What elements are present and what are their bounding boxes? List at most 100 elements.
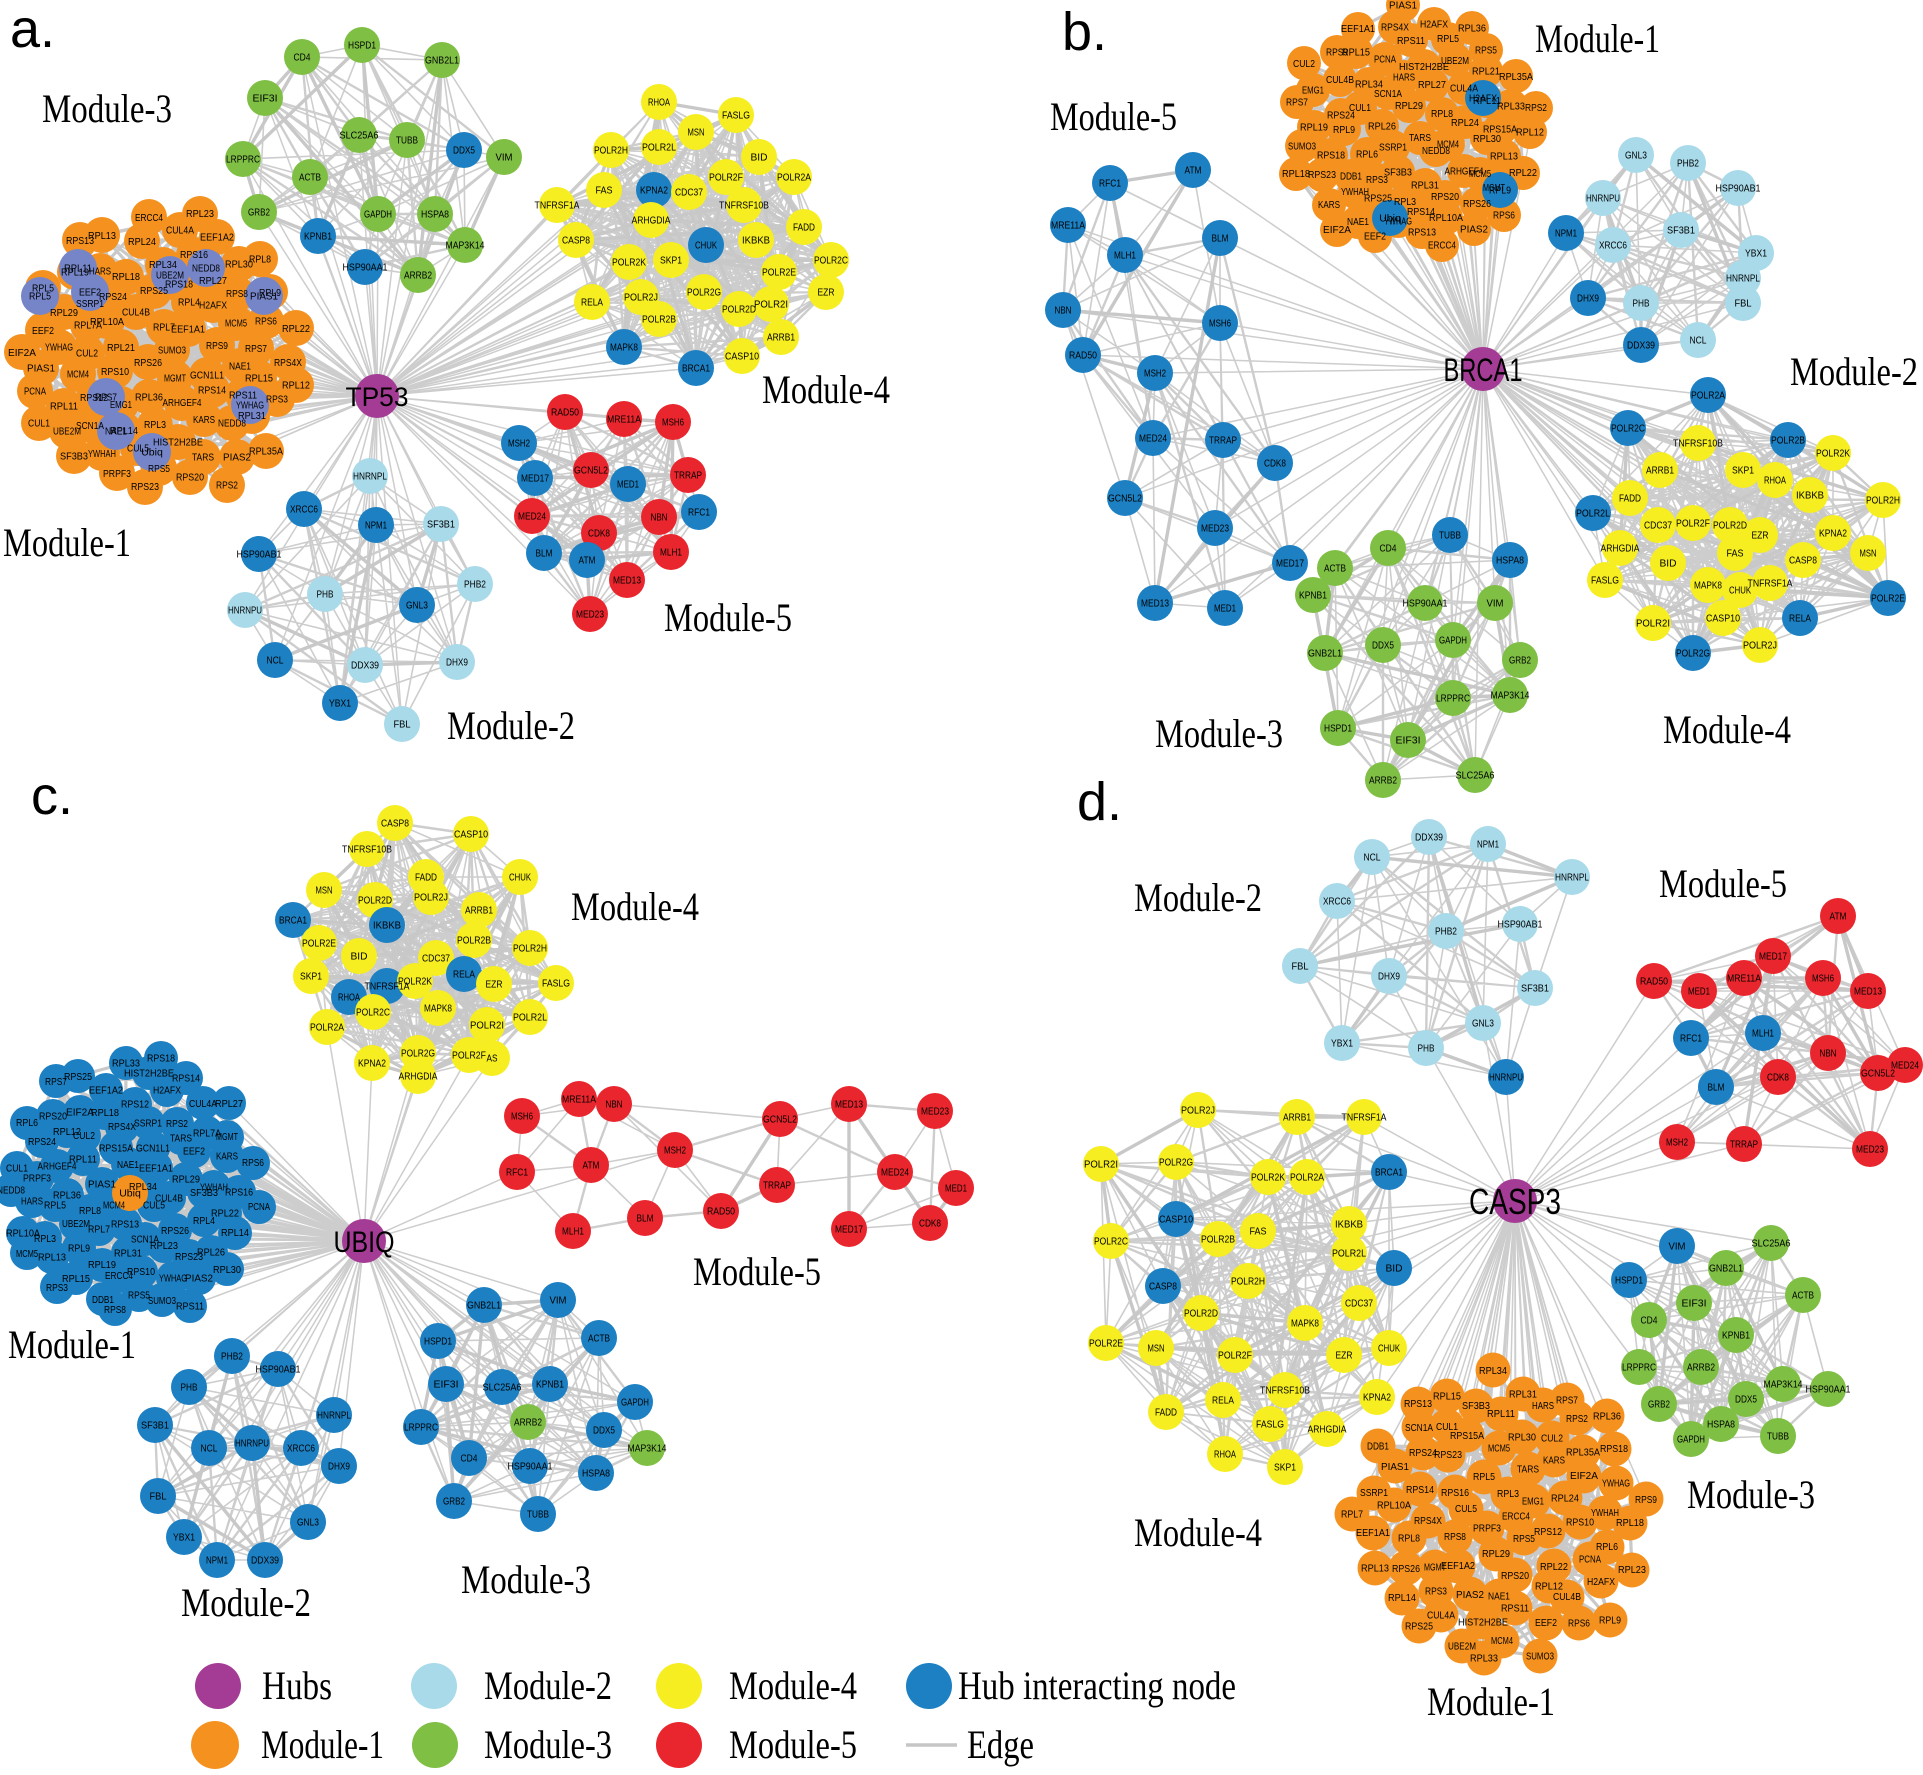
svg-text:HNRNPU: HNRNPU: [1489, 1072, 1523, 1084]
svg-text:CUL5: CUL5: [127, 443, 149, 455]
svg-text:ERCC4: ERCC4: [1428, 239, 1456, 251]
svg-text:POLR2H: POLR2H: [1866, 495, 1900, 507]
svg-text:HARS: HARS: [1393, 72, 1415, 84]
svg-text:POLR2G: POLR2G: [1159, 1157, 1193, 1169]
svg-text:BRCA1: BRCA1: [682, 363, 710, 375]
svg-text:POLR2C: POLR2C: [356, 1007, 390, 1019]
svg-text:PIAS1: PIAS1: [1381, 1461, 1409, 1473]
svg-text:PIAS1: PIAS1: [250, 291, 278, 303]
svg-text:TNFRSF10B: TNFRSF10B: [1260, 1385, 1310, 1397]
svg-text:RPS9: RPS9: [1635, 1494, 1657, 1506]
svg-text:CUL2: CUL2: [1293, 58, 1315, 70]
svg-text:HARS: HARS: [21, 1196, 43, 1208]
svg-text:HNRNPL: HNRNPL: [317, 1410, 351, 1422]
svg-text:DDX5: DDX5: [453, 145, 475, 157]
svg-text:RPS7: RPS7: [95, 392, 117, 404]
svg-text:CDK8: CDK8: [588, 528, 610, 540]
svg-text:MAP3K14: MAP3K14: [1491, 690, 1530, 702]
svg-text:MRE11A: MRE11A: [562, 1094, 596, 1106]
svg-text:SCN1A: SCN1A: [1374, 88, 1402, 100]
svg-text:H2AFX: H2AFX: [1469, 93, 1497, 105]
svg-text:HSP90AB1: HSP90AB1: [237, 549, 282, 561]
svg-text:RFC1: RFC1: [1099, 178, 1121, 190]
svg-text:FADD: FADD: [1619, 493, 1641, 505]
svg-text:POLR2K: POLR2K: [398, 976, 432, 988]
svg-text:POLR2L: POLR2L: [513, 1012, 547, 1024]
svg-text:SSRP1: SSRP1: [134, 1117, 162, 1129]
svg-text:ARRB1: ARRB1: [1283, 1112, 1311, 1124]
svg-text:SF3B3: SF3B3: [1462, 1400, 1490, 1412]
svg-text:TUBB: TUBB: [527, 1509, 549, 1521]
svg-text:YWHAG: YWHAG: [45, 342, 73, 354]
svg-text:RFC1: RFC1: [1680, 1033, 1702, 1045]
svg-text:RPL19: RPL19: [1300, 121, 1328, 133]
svg-text:RPL7: RPL7: [1341, 1508, 1363, 1520]
svg-text:CUL2: CUL2: [76, 348, 98, 360]
svg-text:RPL34: RPL34: [1355, 79, 1383, 91]
svg-text:RPS11: RPS11: [176, 1301, 204, 1313]
svg-text:EEF1A2: EEF1A2: [1441, 1560, 1475, 1572]
svg-text:DDB1: DDB1: [1367, 1440, 1389, 1452]
svg-text:PIAS1: PIAS1: [27, 362, 55, 374]
svg-text:TARS: TARS: [170, 1132, 192, 1144]
svg-text:POLR2A: POLR2A: [310, 1022, 344, 1034]
svg-text:RPS12: RPS12: [121, 1099, 149, 1111]
svg-text:PCNA: PCNA: [1579, 1554, 1601, 1566]
svg-text:RPS20: RPS20: [39, 1110, 67, 1122]
svg-text:ATM: ATM: [1830, 911, 1847, 923]
svg-text:RPS15A: RPS15A: [99, 1142, 133, 1154]
svg-text:MLH1: MLH1: [562, 1226, 584, 1238]
svg-text:RPS14: RPS14: [198, 385, 226, 397]
svg-text:EZR: EZR: [1336, 1350, 1353, 1362]
svg-text:RPS6: RPS6: [255, 315, 277, 327]
svg-text:Ubiq: Ubiq: [1379, 213, 1401, 225]
svg-text:POLR2H: POLR2H: [1231, 1276, 1265, 1288]
svg-text:ACTB: ACTB: [1324, 563, 1346, 575]
svg-text:EIF3I: EIF3I: [433, 1379, 458, 1391]
svg-text:UBIQ: UBIQ: [334, 1226, 395, 1259]
svg-text:MSH2: MSH2: [664, 1145, 686, 1157]
svg-text:ERCC4: ERCC4: [105, 1270, 133, 1282]
svg-text:RPL5: RPL5: [44, 1199, 66, 1211]
svg-text:H2AFX: H2AFX: [199, 300, 227, 312]
svg-text:MED23: MED23: [576, 609, 604, 621]
svg-text:RPS10: RPS10: [101, 366, 129, 378]
svg-text:YWHAG: YWHAG: [159, 1273, 187, 1285]
svg-text:RPS26: RPS26: [161, 1225, 189, 1237]
svg-text:RPL23: RPL23: [150, 1240, 178, 1252]
svg-text:BID: BID: [1386, 1263, 1403, 1275]
svg-text:HSPD1: HSPD1: [1615, 1275, 1643, 1287]
svg-text:HNRNPL: HNRNPL: [1726, 273, 1760, 285]
svg-text:HSP90AA1: HSP90AA1: [1806, 1384, 1851, 1396]
svg-text:RFC1: RFC1: [688, 507, 710, 519]
svg-text:HARS: HARS: [1532, 1400, 1554, 1412]
svg-text:RPL18: RPL18: [91, 1107, 119, 1119]
svg-text:MRE11A: MRE11A: [1727, 973, 1761, 985]
svg-text:CD4: CD4: [1380, 543, 1397, 555]
svg-text:RPL36: RPL36: [53, 1190, 81, 1202]
svg-text:ARHGEF4: ARHGEF4: [38, 1160, 77, 1172]
svg-text:RPS11: RPS11: [1397, 35, 1425, 47]
svg-text:RPL27: RPL27: [215, 1098, 243, 1110]
svg-text:IKBKB: IKBKB: [1335, 1219, 1363, 1231]
svg-text:HSP90AB1: HSP90AB1: [1716, 183, 1761, 195]
svg-text:ARRB2: ARRB2: [1369, 775, 1397, 787]
svg-text:BID: BID: [1660, 558, 1677, 570]
svg-text:SUMO3: SUMO3: [158, 344, 186, 356]
svg-text:CDC37: CDC37: [422, 953, 450, 965]
svg-text:EIF2A: EIF2A: [8, 347, 36, 359]
svg-text:EEF2: EEF2: [1364, 231, 1386, 243]
svg-text:EEF2: EEF2: [32, 325, 54, 337]
svg-text:CDC37: CDC37: [1345, 1298, 1373, 1310]
svg-text:RPS5: RPS5: [148, 463, 170, 475]
svg-text:MAPK8: MAPK8: [1291, 1318, 1319, 1330]
svg-text:RPL5: RPL5: [29, 291, 51, 303]
svg-text:RPL5: RPL5: [1473, 1471, 1495, 1483]
svg-text:HSP90AA1: HSP90AA1: [1403, 598, 1448, 610]
svg-text:POLR2E: POLR2E: [762, 267, 796, 279]
svg-text:NAE1: NAE1: [1488, 1591, 1510, 1603]
svg-text:PHB: PHB: [1418, 1043, 1435, 1055]
svg-text:GCN5L2: GCN5L2: [763, 1114, 797, 1126]
svg-text:MED13: MED13: [1854, 986, 1882, 998]
svg-text:RPS3: RPS3: [1366, 174, 1388, 186]
